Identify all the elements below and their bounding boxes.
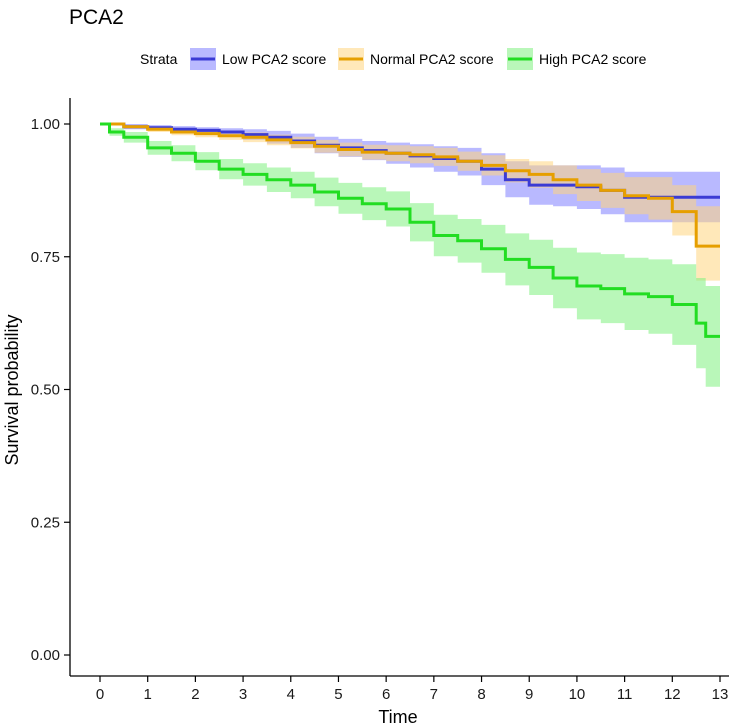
y-tick-label: 0.00	[31, 647, 60, 664]
y-tick-label: 1.00	[31, 116, 60, 133]
y-axis-title: Survival probability	[2, 314, 22, 465]
low-pca2-score-confidence-band	[100, 124, 720, 223]
x-tick-label: 11	[617, 686, 633, 703]
legend: Strata Low PCA2 score Normal PCA2 score Hi…	[140, 48, 647, 70]
x-tick-label: 6	[382, 686, 390, 703]
legend-title: Strata	[140, 51, 178, 67]
legend-label-low-pca2-score: Low PCA2 score	[222, 51, 326, 67]
x-axis-title: Time	[378, 707, 417, 727]
x-tick-label: 0	[96, 686, 104, 703]
x-tick-label: 9	[525, 686, 533, 703]
x-tick-label: 4	[287, 686, 295, 703]
chart-title: PCA2	[69, 6, 124, 29]
high-pca2-score-survival-line	[100, 122, 720, 338]
x-tick-label: 7	[430, 686, 438, 703]
x-axis-ticks: 0 1 2 3 4 5 6 7 8 9 10 11 12 13	[96, 676, 729, 703]
y-tick-label: 0.25	[31, 514, 60, 531]
y-tick-label: 0.50	[31, 382, 60, 399]
x-tick-label: 12	[664, 686, 681, 703]
y-axis-ticks: 0.00 0.25 0.50 0.75 1.00	[31, 116, 70, 664]
x-tick-label: 2	[191, 686, 199, 703]
confidence-bands	[100, 124, 720, 387]
legend-label-high-pca2-score: High PCA2 score	[539, 51, 647, 67]
x-tick-label: 1	[144, 686, 152, 703]
x-tick-label: 5	[334, 686, 342, 703]
high-pca2-score-confidence-band	[100, 124, 720, 387]
survival-lines	[100, 122, 720, 338]
x-tick-label: 3	[239, 686, 247, 703]
x-tick-label: 10	[569, 686, 586, 703]
legend-label-normal-pca2-score: Normal PCA2 score	[370, 51, 494, 67]
y-tick-label: 0.75	[31, 249, 60, 266]
x-tick-label: 8	[477, 686, 485, 703]
normal-pca2-score-survival-line	[100, 122, 720, 248]
x-tick-label: 13	[712, 686, 729, 703]
